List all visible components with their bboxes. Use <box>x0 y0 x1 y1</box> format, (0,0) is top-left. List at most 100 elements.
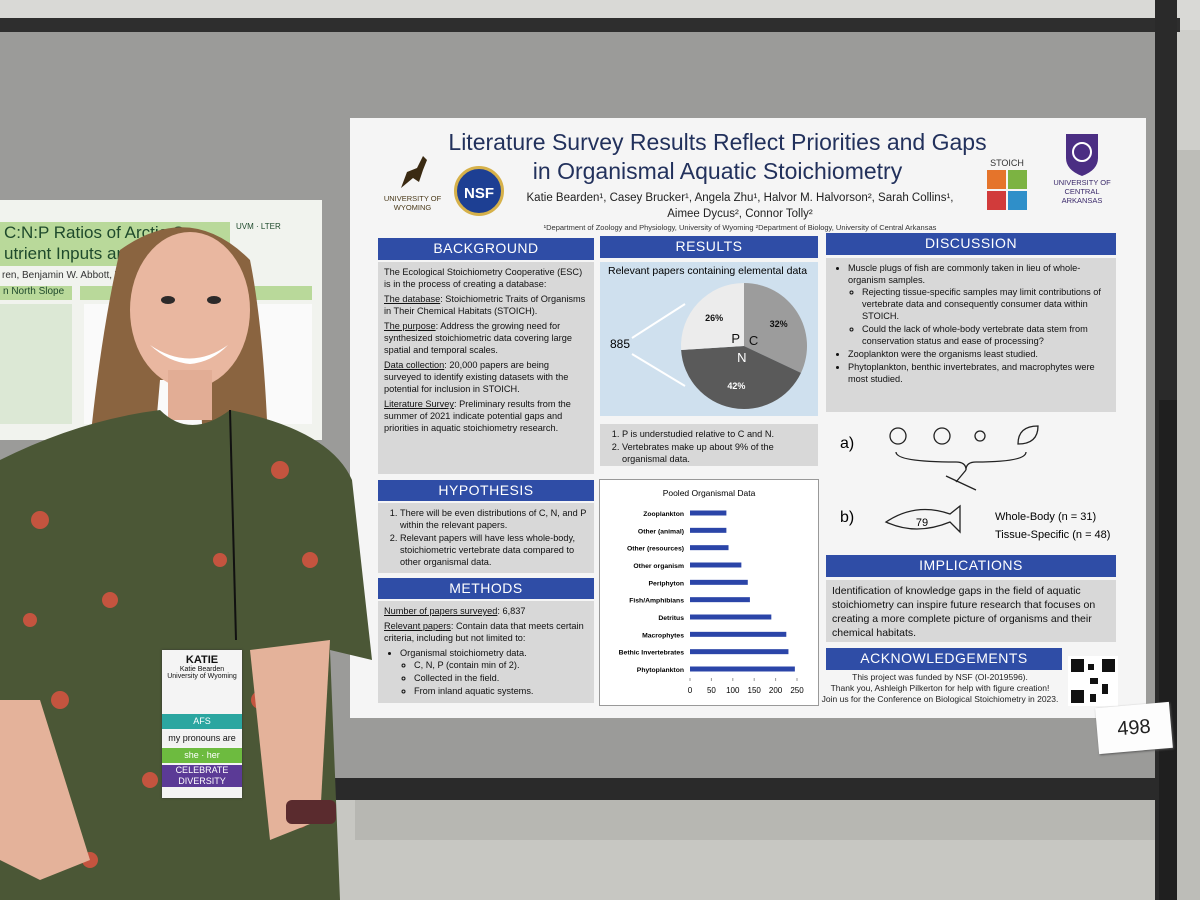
list-item: P is understudied relative to C and N. <box>622 428 812 440</box>
fish-count: 79 <box>916 517 928 529</box>
background-box: The Ecological Stoichiometry Cooperative… <box>378 262 594 474</box>
ribbon: AFS <box>162 714 242 729</box>
sub-item: Could the lack of whole-body vertebrate … <box>862 323 1110 347</box>
y-tick-label: Bethic Invertebrates <box>619 650 685 657</box>
section-heading: IMPLICATIONS <box>826 555 1116 577</box>
logo-wyoming-icon <box>400 156 427 188</box>
pie-label: N <box>737 350 746 365</box>
pie-value-label: 26% <box>705 313 723 323</box>
figure-text: Whole-Body (n = 31) <box>995 511 1096 523</box>
logo-nsf: NSF <box>454 166 504 216</box>
qr-code <box>1068 656 1118 706</box>
pie-total: 885 <box>610 337 630 351</box>
x-tick-label: 0 <box>688 686 693 695</box>
pie-value-label: 42% <box>727 381 745 391</box>
list-item: Muscle plugs of fish are commonly taken … <box>848 262 1110 347</box>
paragraph-label: The purpose <box>384 321 436 331</box>
sub-list: Rejecting tissue-specific samples may li… <box>848 286 1110 347</box>
implications-text: Identification of knowledge gaps in the … <box>832 585 1096 639</box>
name-tag-name: KATIE <box>185 654 219 666</box>
y-tick-label: Zooplankton <box>643 511 684 518</box>
bullet-list: Muscle plugs of fish are commonly taken … <box>832 262 1110 385</box>
y-tick-label: Other (resources) <box>627 546 684 553</box>
sub-item: From inland aquatic systems. <box>414 685 588 697</box>
figure-text: Tissue-Specific (n = 48) <box>995 529 1110 541</box>
bar <box>690 631 787 637</box>
ribbon: my pronouns are <box>162 731 242 746</box>
bar <box>690 666 795 672</box>
paragraph-text: : 20,000 papers are being surveyed to id… <box>384 360 569 394</box>
section-heading: RESULTS <box>600 236 818 258</box>
figure-label: a) <box>840 435 854 452</box>
pie-title: Relevant papers containing elemental dat… <box>608 265 807 277</box>
name-tag-full-name: Katie Bearden <box>179 666 225 673</box>
poster-affiliations: ¹Department of Zoology and Physiology, U… <box>543 223 937 232</box>
results-box: P is understudied relative to C and N.Ve… <box>600 424 818 466</box>
list-text: Zooplankton were the organisms least stu… <box>848 349 1038 359</box>
pie-pointer <box>631 303 686 387</box>
pie-chart: Relevant papers containing elemental dat… <box>600 262 818 416</box>
paragraph-text: : Stoichiometric Traits of Organisms in … <box>384 294 586 316</box>
bar <box>690 597 750 603</box>
list-text: Organismal stoichiometry data. <box>400 648 527 658</box>
list-text: Phytoplankton, benthic invertebrates, an… <box>848 362 1095 384</box>
poster-authors: Katie Bearden¹, Casey Brucker¹, Angela Z… <box>526 192 954 220</box>
pie-slice <box>744 283 807 373</box>
list-item: Organismal stoichiometry data.C, N, P (c… <box>400 647 588 697</box>
left-poster-map <box>0 304 72 424</box>
bar-chart: Pooled Organismal Data 0 50 100 150 200 250 Zoo… <box>599 479 819 706</box>
logo-stoich: STOICH <box>982 158 1032 214</box>
poster-title: Literature Survey Results Reflect Priori… <box>448 129 987 184</box>
section-heading: HYPOTHESIS <box>378 480 594 501</box>
labelled-paragraph: Number of papers surveyed: 6,837 <box>384 605 588 617</box>
labelled-paragraph: Relevant papers: Contain data that meets… <box>384 620 588 644</box>
ack-line: Join us for the Conference on Biological… <box>821 694 1059 704</box>
logo-wyoming: UNIVERSITY OF WYOMING <box>380 148 445 218</box>
x-tick-label: 200 <box>769 686 783 695</box>
left-poster-section: n North Slope <box>0 286 72 300</box>
list-item: Phytoplankton, benthic invertebrates, an… <box>848 361 1110 385</box>
ribbon: CELEBRATE DIVERSITY <box>162 765 242 787</box>
bar-chart-title: Pooled Organismal Data <box>663 488 756 498</box>
logo-text: UNIVERSITY OF CENTRAL ARKANSAS <box>1053 178 1111 205</box>
left-poster-title-line: utrient Inputs and D <box>4 244 153 263</box>
paragraph-text: : Address the growing need for synthesiz… <box>384 321 572 355</box>
implications-box: Identification of knowledge gaps in the … <box>826 580 1116 642</box>
ribbons: AFS my pronouns are she · her CELEBRATE DIV… <box>162 712 242 787</box>
bar <box>690 579 748 585</box>
ack-line: This project was funded by NSF (OI-20195… <box>852 672 1028 682</box>
y-tick-label: Other (animal) <box>638 528 684 535</box>
pie-value-label: 32% <box>770 319 788 329</box>
list-item: There will be even distributions of C, N… <box>400 507 588 531</box>
pie-label: C <box>749 333 758 348</box>
ack-line: Thank you, Ashleigh Pilkerton for help w… <box>830 683 1050 693</box>
pie-label: P <box>731 331 740 346</box>
left-poster-logos: UVM · LTER <box>236 222 281 231</box>
logo-text: UNIVERSITY OF WYOMING <box>383 194 442 212</box>
y-tick-label: Macrophytes <box>642 632 684 639</box>
hypothesis-list: There will be even distributions of C, N… <box>384 507 588 568</box>
acknowledgements: This project was funded by NSF (OI-20195… <box>800 672 1080 705</box>
section-heading: DISCUSSION <box>826 233 1116 255</box>
figure-icons <box>884 425 1039 534</box>
x-tick-label: 50 <box>707 686 716 695</box>
sub-item: C, N, P (contain min of 2). <box>414 659 588 671</box>
bullet-list: Organismal stoichiometry data.C, N, P (c… <box>384 647 588 697</box>
figure-label: b) <box>840 509 854 526</box>
paragraph-label: The database <box>384 294 441 304</box>
x-tick-label: 250 <box>790 686 804 695</box>
list-text: Muscle plugs of fish are commonly taken … <box>848 263 1081 285</box>
sub-list: C, N, P (contain min of 2).Collected in … <box>400 659 588 697</box>
paragraph-label: Number of papers surveyed <box>384 606 498 616</box>
left-poster-authors: ren, Benjamin W. Abbott, Wil <box>2 270 129 281</box>
paragraph: The Ecological Stoichiometry Cooperative… <box>384 267 583 289</box>
left-poster-title-line: C:N:P Ratios of Arctic C <box>4 223 185 242</box>
bar <box>690 562 742 568</box>
x-tick-label: 150 <box>748 686 762 695</box>
sub-item: Collected in the field. <box>414 672 588 684</box>
ribbon: she · her <box>162 748 242 763</box>
paragraph-label: Data collection <box>384 360 445 370</box>
paragraph-label: Relevant papers <box>384 621 451 631</box>
pie-slice <box>681 346 802 409</box>
